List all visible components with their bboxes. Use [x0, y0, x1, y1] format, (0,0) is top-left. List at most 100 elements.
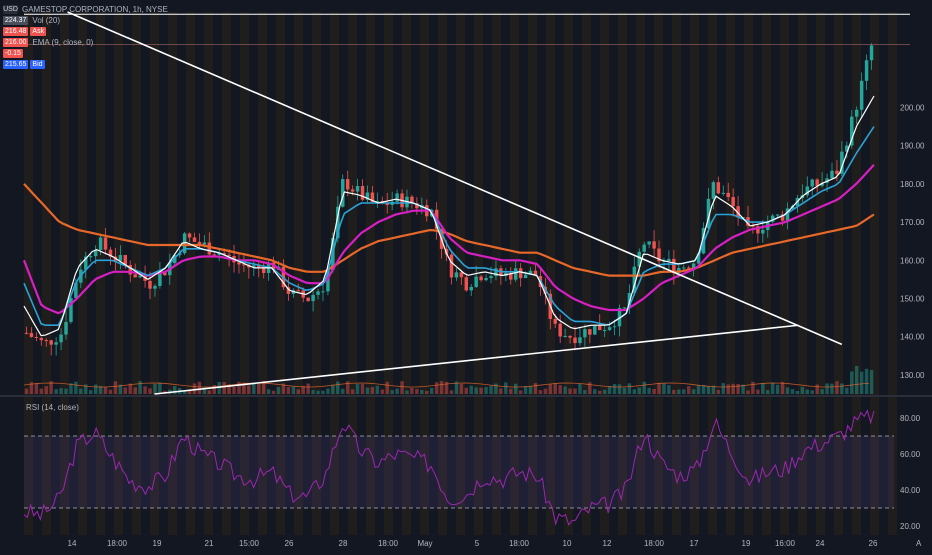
candle-body [257, 265, 261, 268]
volume-bar [726, 384, 730, 394]
time-axis-label: 12 [603, 539, 612, 548]
time-axis-label: 18:00 [509, 539, 530, 548]
session-band [618, 12, 627, 535]
session-band [348, 12, 357, 535]
candle-body [98, 237, 103, 250]
session-band [402, 12, 411, 535]
candle-body [163, 271, 167, 276]
volume-bar [385, 381, 389, 394]
candle-body [637, 251, 641, 267]
candle-body [810, 179, 814, 187]
volume-bar [331, 384, 335, 394]
candle-body [513, 268, 518, 280]
volume-bar [657, 382, 661, 394]
candle-body [691, 263, 696, 269]
time-axis-label: 17 [690, 539, 699, 548]
volume-bar [775, 384, 780, 394]
candle-body [227, 254, 231, 257]
candle-body [133, 274, 137, 278]
volume-bar [286, 387, 291, 394]
volume-bar [326, 388, 330, 394]
volume-bar [617, 384, 622, 394]
symbol-row: USD GAMESTOP CORPORATION, 1h, NYSE [3, 4, 168, 15]
candle-body [237, 262, 241, 265]
candle-body [528, 270, 533, 275]
volume-bar [98, 386, 103, 394]
volume-bar [158, 382, 162, 394]
rsi-label[interactable]: RSI (14, close) [26, 403, 79, 412]
ema-indicator-label[interactable]: EMA (9, close, 0) [32, 38, 94, 47]
session-band [528, 12, 537, 535]
candle-body [854, 109, 859, 117]
volume-bar [296, 389, 301, 394]
candle-body [39, 337, 44, 341]
candle-body [869, 45, 874, 61]
candle-body [44, 340, 48, 342]
volume-bar [864, 368, 869, 394]
volume-bar [469, 385, 473, 394]
buy-price[interactable]: 216.00 [3, 38, 29, 47]
volume-bar [222, 382, 226, 394]
volume-bar [64, 388, 68, 394]
candle-body [711, 182, 716, 199]
candle-body [761, 229, 765, 234]
candle-body [212, 254, 216, 256]
sell-label[interactable]: Ask [30, 27, 47, 36]
session-band [186, 12, 195, 535]
candle-body [780, 214, 785, 221]
bid-price[interactable]: 215.65 [3, 60, 29, 69]
volume-indicator-label[interactable]: Vol (20) [32, 16, 60, 25]
candle-body [222, 253, 226, 255]
volume-bar [123, 387, 128, 394]
candle-body [316, 291, 320, 295]
price-axis-label: 150.00 [900, 295, 925, 304]
candle-body [489, 276, 493, 279]
time-axis-label: 18:00 [644, 539, 665, 548]
session-band [240, 12, 249, 535]
candle-body [523, 274, 528, 279]
rsi-line [23, 409, 875, 526]
volume-bar [252, 383, 256, 394]
volume-bar [232, 386, 236, 394]
spread-value: -0.15 [3, 49, 23, 58]
volume-bar [474, 387, 478, 394]
candle-body [54, 342, 58, 345]
volume-bar [602, 389, 607, 394]
session-band [726, 12, 735, 535]
volume-bar [276, 387, 281, 394]
volume-bar [395, 388, 399, 394]
session-band [852, 12, 861, 535]
candle-body [395, 193, 399, 202]
volume-bar [237, 381, 241, 394]
candle-body [731, 197, 735, 207]
volume-bar [607, 386, 612, 394]
auto-scale-button[interactable]: A [916, 539, 922, 548]
candle-body [825, 178, 829, 183]
candle-body [415, 203, 419, 209]
volume-bar [523, 386, 528, 394]
session-band [222, 12, 231, 535]
bid-label[interactable]: Bid [30, 60, 45, 69]
volume-bar [49, 381, 53, 394]
session-band [708, 12, 717, 535]
sell-price[interactable]: 216.48 [3, 27, 29, 36]
volume-bar [682, 389, 686, 394]
candle-body [602, 330, 607, 332]
candle-body [385, 203, 389, 205]
price-axis-label: 180.00 [900, 180, 925, 189]
volume-bar [400, 381, 404, 394]
session-band [276, 12, 285, 535]
time-axis-label: 26 [869, 539, 878, 548]
candle-body [311, 294, 315, 302]
symbol-title[interactable]: GAMESTOP CORPORATION, 1h, NYSE [22, 5, 168, 14]
volume-bar [350, 389, 355, 394]
volume-bar [706, 385, 711, 394]
currency-badge[interactable]: USD [3, 5, 18, 14]
volume-bar [341, 388, 345, 394]
volume-bar [869, 370, 874, 394]
candle-body [667, 258, 671, 261]
volume-bar [627, 383, 632, 394]
session-band [636, 12, 645, 535]
